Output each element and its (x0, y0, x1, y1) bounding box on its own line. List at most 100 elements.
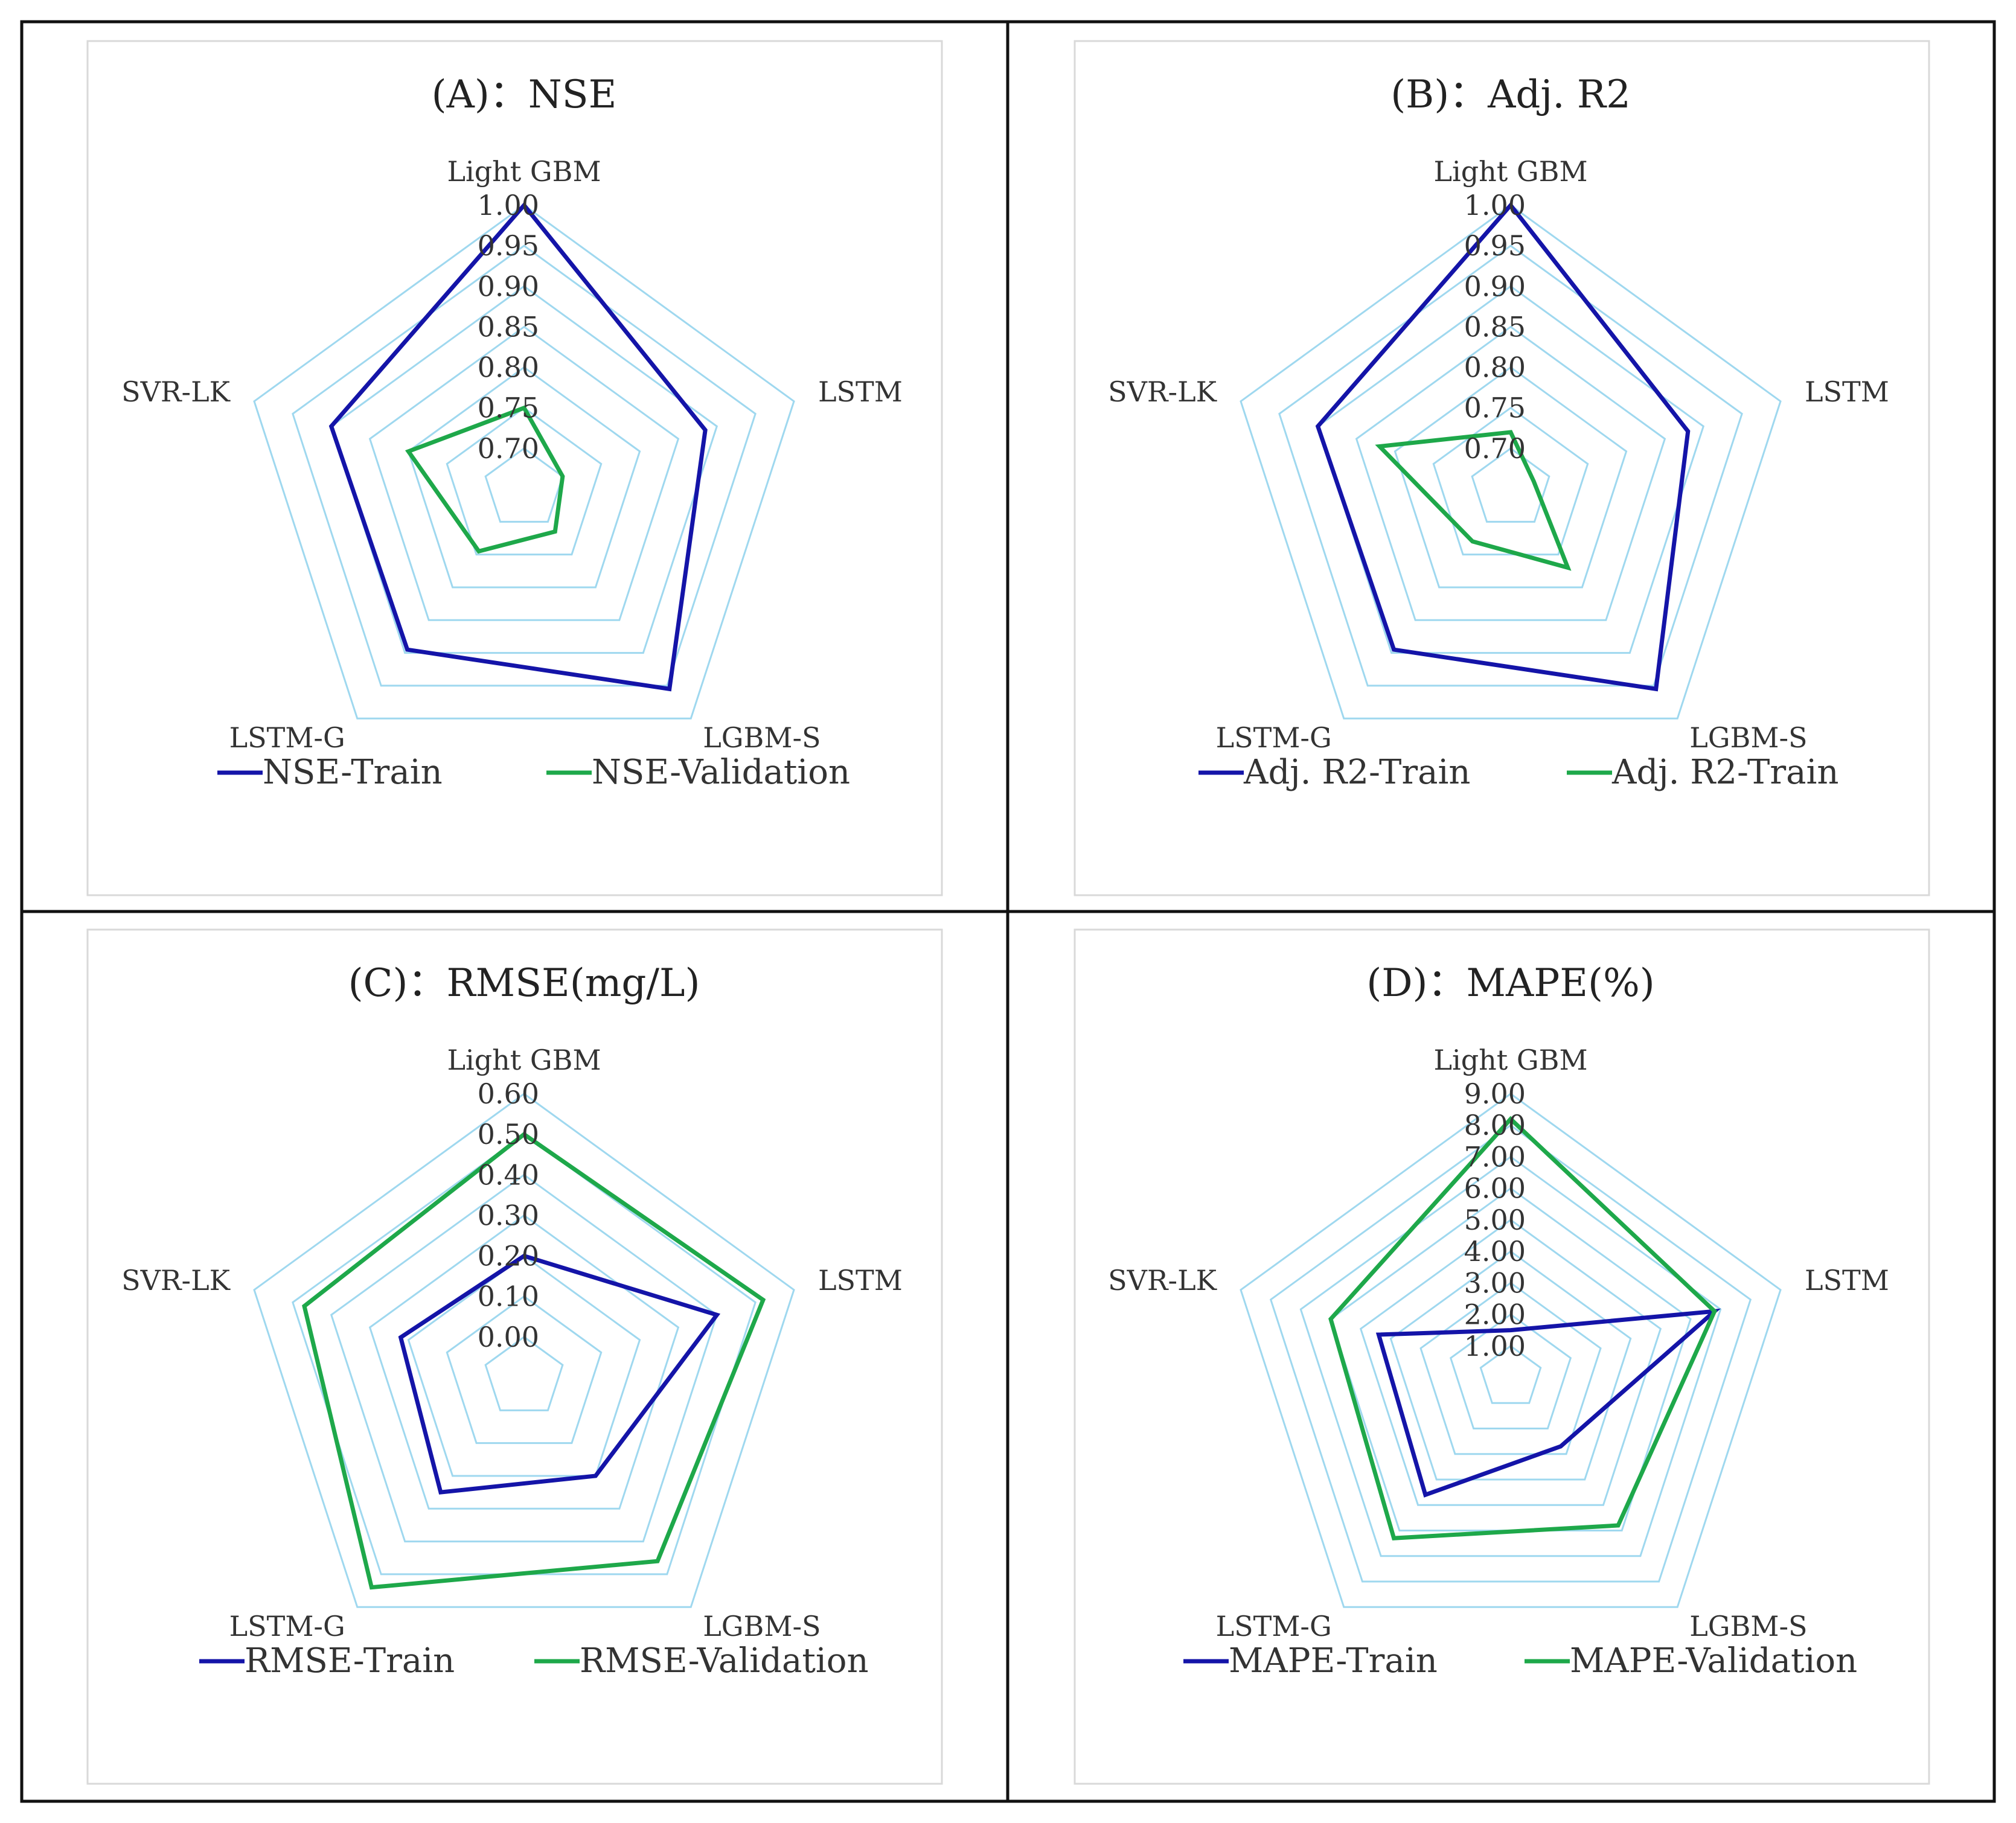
category-label: Light GBM (447, 1044, 601, 1076)
tick-label: 0.70 (478, 432, 539, 465)
radar-panel: (C)：RMSE(mg/L) Light GBM LSTM LGBM-S LSTM-G S… (86, 928, 943, 1785)
series-line (328, 202, 708, 692)
tick-label: 0.30 (478, 1199, 539, 1231)
grid-ring (1240, 1093, 1782, 1608)
tick-label: 0.40 (478, 1158, 539, 1191)
grid-ring (253, 204, 795, 720)
tick-label: 7.00 (1464, 1140, 1526, 1173)
grid-ring (1389, 1250, 1632, 1481)
category-label: LGBM-S (1689, 721, 1807, 754)
tick-label: 0.10 (478, 1280, 539, 1313)
legend-label: MAPE-Train (1229, 1641, 1438, 1681)
grid-ring (292, 244, 757, 687)
grid-ring (368, 325, 680, 621)
grid-ring (407, 366, 641, 589)
tick-label: 3.00 (1464, 1266, 1526, 1299)
grid-ring (407, 1254, 641, 1477)
grid-ring (1432, 406, 1589, 556)
radar-panel: (A)：NSE Light GBM LSTM LGBM-S LSTM-G SVR-LK 1.… (86, 40, 943, 896)
tick-label: 0.75 (1464, 392, 1526, 424)
grid-ring (1471, 447, 1550, 523)
grid-ring (1479, 1344, 1542, 1404)
category-label: SVR-LK (121, 375, 231, 408)
chart-area-border (1074, 40, 1930, 896)
tick-label: 1.00 (1464, 1330, 1526, 1362)
tick-label: 5.00 (1464, 1204, 1526, 1236)
series-line (302, 1131, 766, 1590)
legend-label: Adj. R2-Train (1243, 753, 1470, 792)
category-label: LSTM (1805, 375, 1889, 408)
tick-label: 0.00 (478, 1321, 539, 1353)
radar-panel: (B)：Adj. R2 Light GBM LSTM LGBM-S LSTM-G SVR-… (1074, 40, 1930, 896)
tick-label: 0.75 (478, 392, 539, 424)
category-label: LSTM (1805, 1264, 1889, 1297)
grid-ring (330, 1173, 718, 1543)
series-line (405, 405, 565, 554)
series-line (1375, 1308, 1721, 1498)
legend-label: MAPE-Validation (1570, 1641, 1857, 1681)
tick-label: 0.90 (478, 270, 539, 302)
chart-area-border (86, 40, 943, 896)
grid-ring (1240, 204, 1782, 720)
grid-ring (1316, 285, 1705, 654)
grid-ring (1278, 244, 1743, 687)
legend-label: NSE-Validation (592, 753, 850, 792)
category-label: LGBM-S (703, 721, 821, 754)
grid-ring (1419, 1282, 1602, 1455)
category-label: LSTM (818, 375, 903, 408)
category-label: LSTM-G (229, 721, 345, 754)
grid-ring (484, 1336, 564, 1411)
tick-label: 0.80 (1464, 351, 1526, 384)
tick-label: 0.50 (478, 1118, 539, 1151)
tick-label: 0.80 (478, 351, 539, 384)
category-label: Light GBM (1433, 155, 1587, 188)
chart-area-border (86, 928, 943, 1785)
series-line (1315, 202, 1691, 692)
category-label: SVR-LK (121, 1264, 231, 1297)
tick-label: 0.85 (1464, 310, 1526, 343)
grid-ring (446, 406, 603, 556)
tick-label: 0.20 (478, 1240, 539, 1272)
tick-label: 8.00 (1464, 1109, 1526, 1141)
tick-label: 6.00 (1464, 1172, 1526, 1205)
grid-ring (484, 447, 564, 523)
category-label: Light GBM (1433, 1044, 1587, 1076)
tick-label: 0.60 (478, 1078, 539, 1110)
tick-label: 0.95 (478, 229, 539, 262)
legend-label: RMSE-Validation (580, 1641, 869, 1681)
grid-ring (446, 1295, 603, 1445)
tick-label: 0.70 (1464, 432, 1526, 465)
legend-label: NSE-Train (263, 753, 443, 792)
tick-label: 1.00 (1464, 189, 1526, 222)
tick-label: 1.00 (478, 189, 539, 222)
tick-label: 4.00 (1464, 1235, 1526, 1268)
tick-label: 2.00 (1464, 1298, 1526, 1331)
category-label: LGBM-S (703, 1610, 821, 1643)
radar-panel: (D)：MAPE(%) Light GBM LSTM LGBM-S LSTM-G SVR-… (1074, 928, 1930, 1785)
legend-label: RMSE-Train (245, 1641, 455, 1681)
chart-panels: (A)：NSE Light GBM LSTM LGBM-S LSTM-G SVR-LK 1.… (86, 40, 1930, 1785)
chart-title: (B)：Adj. R2 (1390, 72, 1631, 117)
tick-label: 0.90 (1464, 270, 1526, 302)
series-line (1375, 430, 1572, 571)
series-line (1328, 1116, 1717, 1540)
chart-title: (D)：MAPE(%) (1366, 961, 1655, 1006)
category-label: SVR-LK (1108, 1264, 1217, 1297)
chart-title: (A)：NSE (432, 72, 617, 117)
category-label: Light GBM (447, 155, 601, 188)
chart-area-border (1074, 928, 1930, 1785)
grid-ring (1269, 1124, 1752, 1583)
series-line (398, 1253, 721, 1495)
tick-label: 9.00 (1464, 1078, 1526, 1110)
category-label: LGBM-S (1689, 1610, 1807, 1643)
tick-label: 0.85 (478, 310, 539, 343)
grid-ring (1394, 366, 1628, 589)
grid-ring (368, 1214, 680, 1510)
grid-ring (253, 1093, 795, 1608)
legend-label: Adj. R2-Train (1611, 753, 1838, 792)
category-label: LSTM-G (1216, 1610, 1332, 1643)
chart-title: (C)：RMSE(mg/L) (348, 961, 700, 1006)
category-label: LSTM-G (1216, 721, 1332, 754)
grid-ring (1449, 1313, 1572, 1429)
